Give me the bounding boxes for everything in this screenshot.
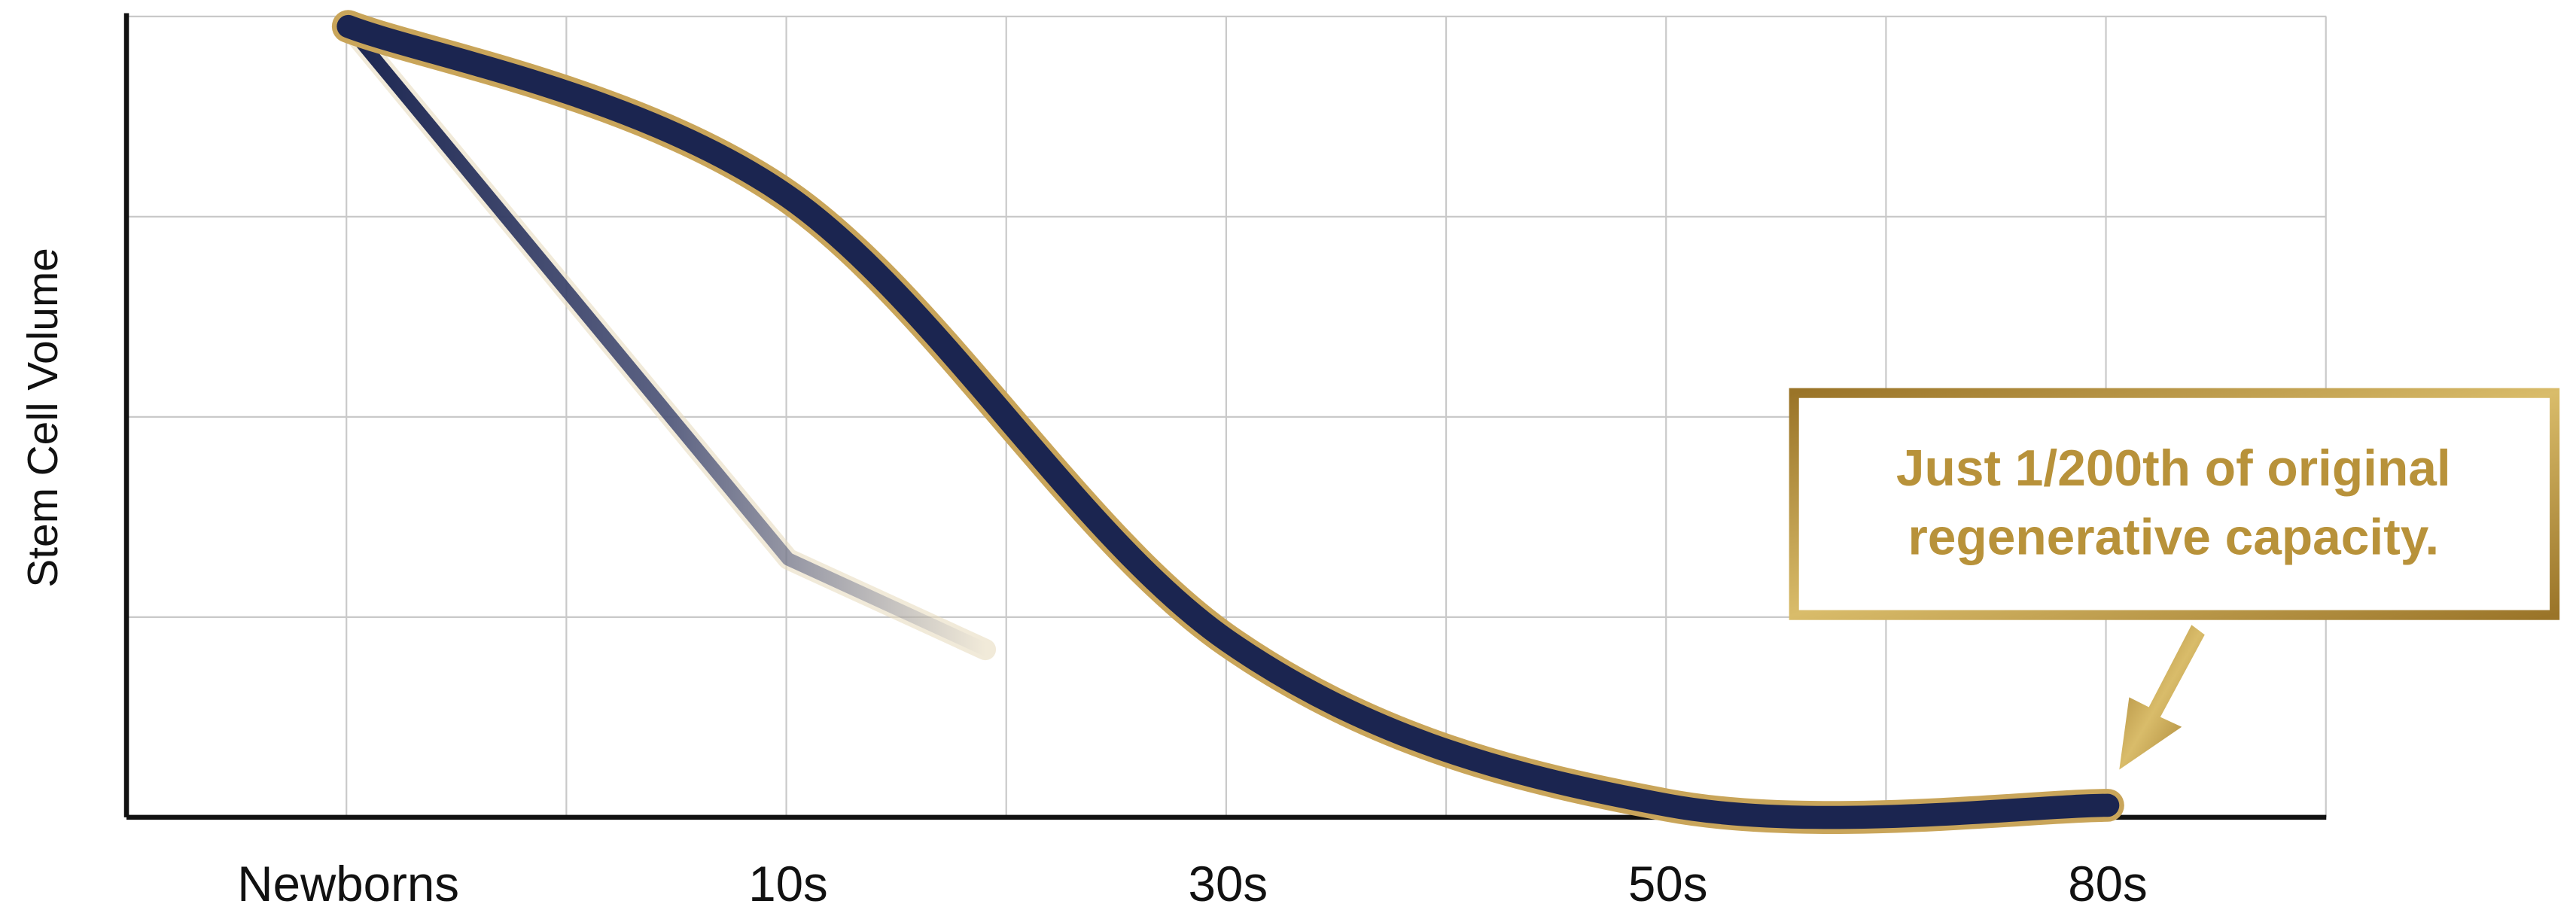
x-tick-label: 80s	[2068, 857, 2148, 911]
x-tick-label: Newborns	[237, 857, 459, 911]
annotation-box	[1789, 388, 2560, 620]
annotation-arrow	[2119, 625, 2205, 770]
y-axis-label: Stem Cell Volume	[20, 248, 67, 587]
annotation-text: regenerative capacity.	[1908, 510, 2439, 566]
annotation-text: Just 1/200th of original	[1896, 440, 2451, 497]
x-tick-label: 10s	[748, 857, 828, 911]
series-line	[341, 20, 992, 656]
x-tick-label: 50s	[1628, 857, 1708, 911]
x-tick-label: 30s	[1189, 857, 1268, 911]
series-line	[336, 14, 2120, 829]
